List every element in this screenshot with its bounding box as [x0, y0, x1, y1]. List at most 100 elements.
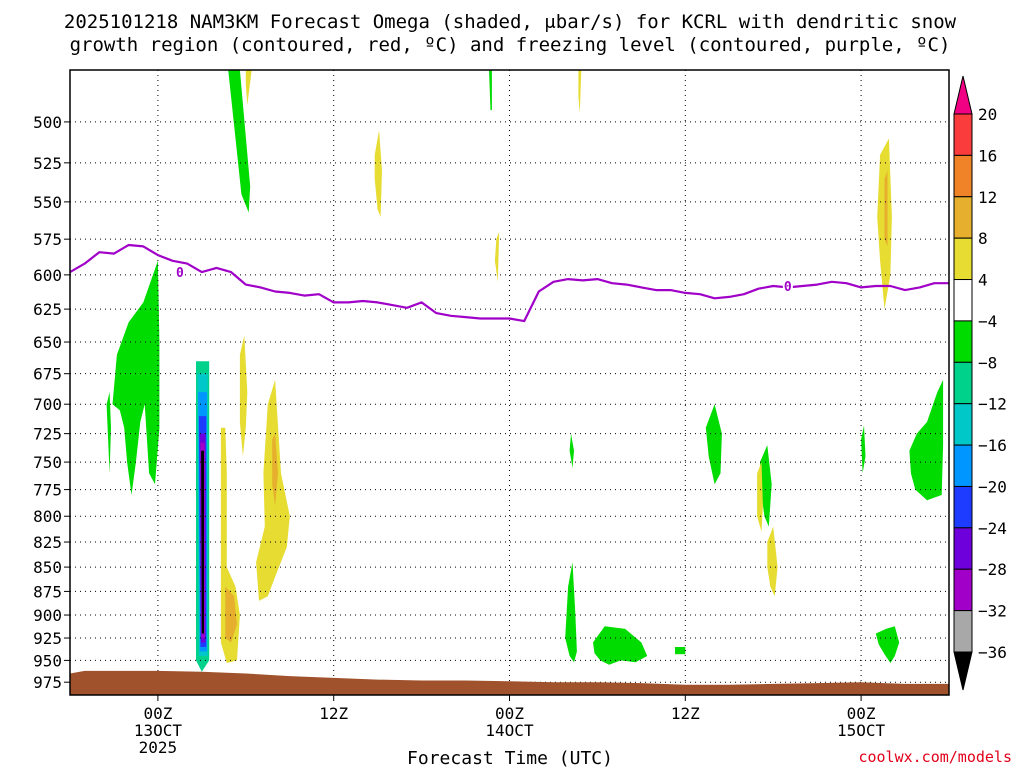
omega-region-25: [884, 170, 888, 247]
omega-region-12: [875, 626, 900, 663]
colorbar-swatch-2: [953, 568, 973, 612]
omega-region-4: [569, 433, 574, 468]
terrain-fill: [70, 670, 949, 695]
colorbar-label--32: −32: [978, 602, 1007, 621]
x-tick-label-54-0: 00Z: [847, 704, 876, 723]
colorbar-swatch-7: [953, 361, 973, 405]
x-axis-label: Forecast Time (UTC): [407, 748, 613, 768]
colorbar-swatch-11: [953, 196, 973, 239]
y-tick-label-775: 775: [33, 481, 62, 500]
omega-region-6: [593, 626, 648, 665]
x-tick-label-54-1: 15OCT: [837, 721, 886, 740]
y-tick-label-650: 650: [33, 333, 62, 352]
colorbar-swatch-1: [953, 610, 973, 653]
freezing-label-bg-0: [174, 265, 185, 279]
colorbar-label--28: −28: [978, 560, 1007, 579]
omega-region-7: [675, 647, 686, 655]
x-tick-label-30-0: 00Z: [495, 704, 524, 723]
colorbar-label--36: −36: [978, 643, 1007, 662]
y-tick-label-875: 875: [33, 582, 62, 601]
omega-region-2: [228, 70, 251, 213]
colorbar-swatch-9: [953, 279, 973, 322]
colorbar-swatch-5: [953, 444, 973, 487]
y-axis: 500 525 550 575 600 625 650 675 700 725 750 775 800 8…: [33, 113, 70, 692]
omega-region-1: [106, 392, 111, 474]
omega-shading: [106, 70, 944, 672]
omega-region-10: [861, 425, 866, 474]
omega-region-23: [272, 433, 278, 506]
grid-lines: [70, 70, 949, 695]
colorbar-label--8: −8: [978, 353, 997, 372]
omega-region-0: [112, 260, 160, 495]
omega-region-17: [239, 335, 248, 457]
omega-region-14: [374, 130, 382, 217]
colorbar-swatch-8: [953, 320, 973, 363]
freezing-level-line: [70, 243, 949, 323]
x-tick-label-30-1: 14OCT: [485, 721, 534, 740]
x-tick-label-6-1: 13OCT: [134, 721, 183, 740]
omega-region-8: [705, 404, 722, 485]
y-tick-label-600: 600: [33, 266, 62, 285]
colorbar-top-arrow: [953, 75, 973, 115]
omega-region-20: [757, 462, 763, 532]
colorbar-label-16: 16: [978, 146, 997, 165]
colorbar-swatch-12: [953, 154, 973, 198]
y-tick-label-725: 725: [33, 425, 62, 444]
credit-text: coolwx.com/models: [858, 748, 1012, 766]
y-tick-label-925: 925: [33, 629, 62, 648]
y-tick-label-700: 700: [33, 395, 62, 414]
colorbar-label-20: 20: [978, 105, 997, 124]
colorbar-label--24: −24: [978, 519, 1007, 538]
omega-region-5: [565, 562, 577, 663]
y-tick-label-825: 825: [33, 533, 62, 552]
omega-region-16: [578, 70, 582, 114]
freezing-level-label-1: 0: [784, 280, 792, 295]
y-tick-label-525: 525: [33, 154, 62, 173]
y-tick-label-625: 625: [33, 300, 62, 319]
y-tick-label-550: 550: [33, 193, 62, 212]
omega-region-21: [767, 526, 778, 597]
omega-region-24: [225, 586, 237, 643]
omega-region-13: [245, 70, 252, 105]
omega-region-32: [201, 450, 204, 634]
colorbar-label-4: 4: [978, 271, 988, 290]
x-tick-label-18-0: 12Z: [319, 704, 348, 723]
x-tick-label-42-0: 12Z: [671, 704, 700, 723]
omega-region-9: [760, 445, 772, 527]
colorbar-legend: 20 16 12 8 4 −4 −8 −12 −16 −20 −24 −28 −32 −36: [953, 75, 1007, 691]
colorbar-swatch-10: [953, 237, 973, 281]
y-tick-label-975: 975: [33, 673, 62, 692]
chart-title-line-1: 2025101218 NAM3KM Forecast Omega (shaded…: [64, 11, 957, 33]
y-tick-label-950: 950: [33, 651, 62, 670]
colorbar-swatch-4: [953, 485, 973, 529]
colorbar-label--20: −20: [978, 477, 1007, 496]
y-tick-label-800: 800: [33, 507, 62, 526]
y-tick-label-850: 850: [33, 558, 62, 577]
y-tick-label-675: 675: [33, 365, 62, 384]
x-tick-label-6-0: 00Z: [143, 704, 172, 723]
y-tick-label-575: 575: [33, 230, 62, 249]
colorbar-swatch-3: [953, 527, 973, 570]
colorbar-bottom-arrow: [953, 651, 973, 691]
omega-region-15: [494, 231, 500, 282]
omega-region-11: [909, 379, 944, 501]
omega-region-3: [489, 70, 492, 111]
terrain-shape: [70, 670, 949, 695]
colorbar-label-8: 8: [978, 229, 988, 248]
colorbar-label--12: −12: [978, 395, 1007, 414]
colorbar-swatch-13: [953, 113, 973, 156]
y-tick-label-500: 500: [33, 113, 62, 132]
y-tick-label-750: 750: [33, 453, 62, 472]
colorbar-swatch-6: [953, 403, 973, 446]
colorbar-label--16: −16: [978, 436, 1007, 455]
freezing-label-bg-1: [782, 278, 793, 292]
colorbar-label--4: −4: [978, 312, 997, 331]
freezing-level-contour: 00: [70, 243, 949, 323]
colorbar-label-12: 12: [978, 188, 997, 207]
x-tick-label-6-2: 2025: [139, 738, 178, 757]
y-tick-label-900: 900: [33, 606, 62, 625]
plot-area: 00: [70, 70, 949, 695]
freezing-level-label-0: 0: [176, 266, 184, 281]
